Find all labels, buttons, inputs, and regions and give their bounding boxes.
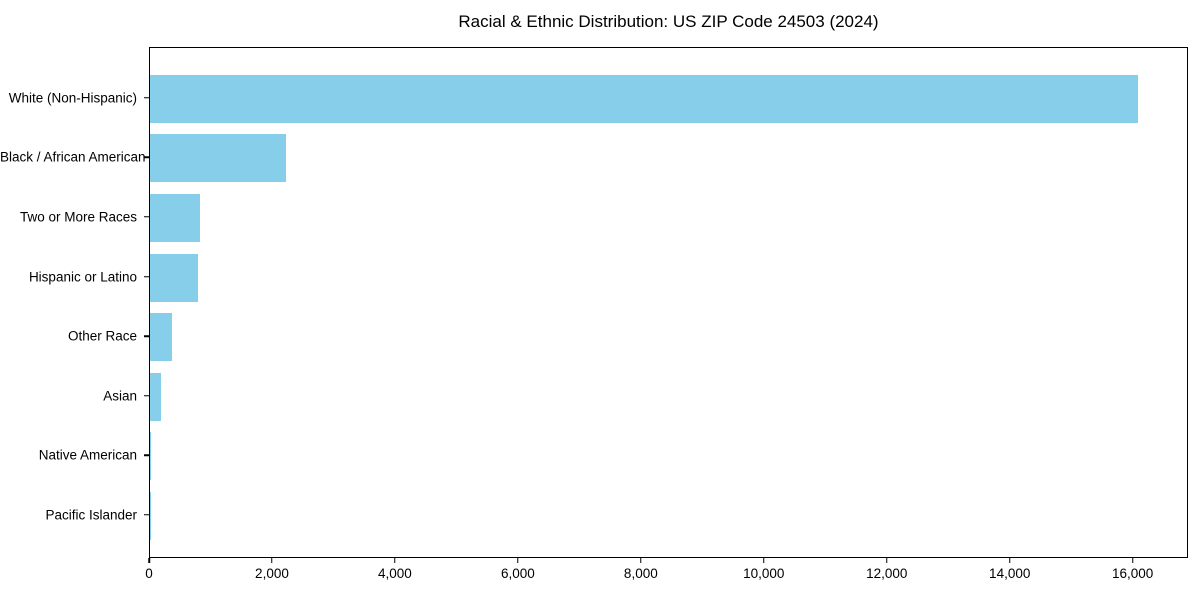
y-tick-mark	[144, 156, 149, 159]
bar-white-non-hispanic	[150, 74, 1138, 123]
y-tick-mark	[144, 216, 149, 218]
y-axis-label: White (Non-Hispanic)	[8, 90, 137, 106]
bar-two-or-more-races	[150, 193, 201, 242]
bar-other-race	[150, 313, 172, 362]
y-tick-mark	[144, 394, 149, 397]
x-tick-label: 2,000	[255, 566, 289, 581]
x-tick-label: 12,000	[866, 566, 908, 581]
bar-asian	[150, 372, 162, 421]
y-axis-label: Black / African American	[0, 149, 146, 165]
x-tick-mark	[1008, 558, 1011, 563]
x-tick-mark	[394, 558, 396, 563]
y-axis-label: Two or More Races	[19, 209, 137, 225]
x-tick-mark	[148, 558, 150, 563]
x-tick-mark	[517, 558, 519, 563]
x-tick-label: 16,000	[1112, 566, 1154, 581]
y-tick-mark	[144, 454, 149, 457]
x-tick-mark	[886, 558, 888, 563]
y-axis-label: Hispanic or Latino	[28, 269, 137, 284]
y-axis-label: Other Race	[67, 328, 137, 344]
bar-native-american	[150, 432, 152, 481]
y-tick-mark	[144, 96, 149, 99]
x-tick-label: 8,000	[623, 566, 658, 581]
y-axis-label: Pacific Islander	[45, 507, 137, 523]
y-axis-label: Asian	[103, 388, 137, 404]
x-tick-mark	[640, 558, 642, 563]
y-tick-mark	[144, 335, 149, 337]
y-tick-mark	[144, 275, 149, 278]
x-tick-mark	[763, 558, 765, 563]
y-axis-label: Native American	[38, 447, 137, 463]
bar-black-african-american	[150, 134, 286, 183]
x-tick-label: 10,000	[743, 566, 785, 581]
chart-title: Racial & Ethnic Distribution: US ZIP Cod…	[458, 12, 879, 31]
x-tick-mark	[271, 558, 273, 563]
plot-area	[149, 47, 1188, 558]
x-tick-label: 0	[145, 566, 153, 581]
x-tick-label: 14,000	[989, 566, 1031, 581]
x-tick-label: 6,000	[500, 566, 535, 581]
x-tick-mark	[1131, 558, 1134, 563]
x-tick-label: 4,000	[378, 566, 412, 581]
y-tick-mark	[144, 514, 149, 516]
bar-hispanic-or-latino	[150, 253, 198, 302]
bar-pacific-islander	[150, 491, 151, 540]
